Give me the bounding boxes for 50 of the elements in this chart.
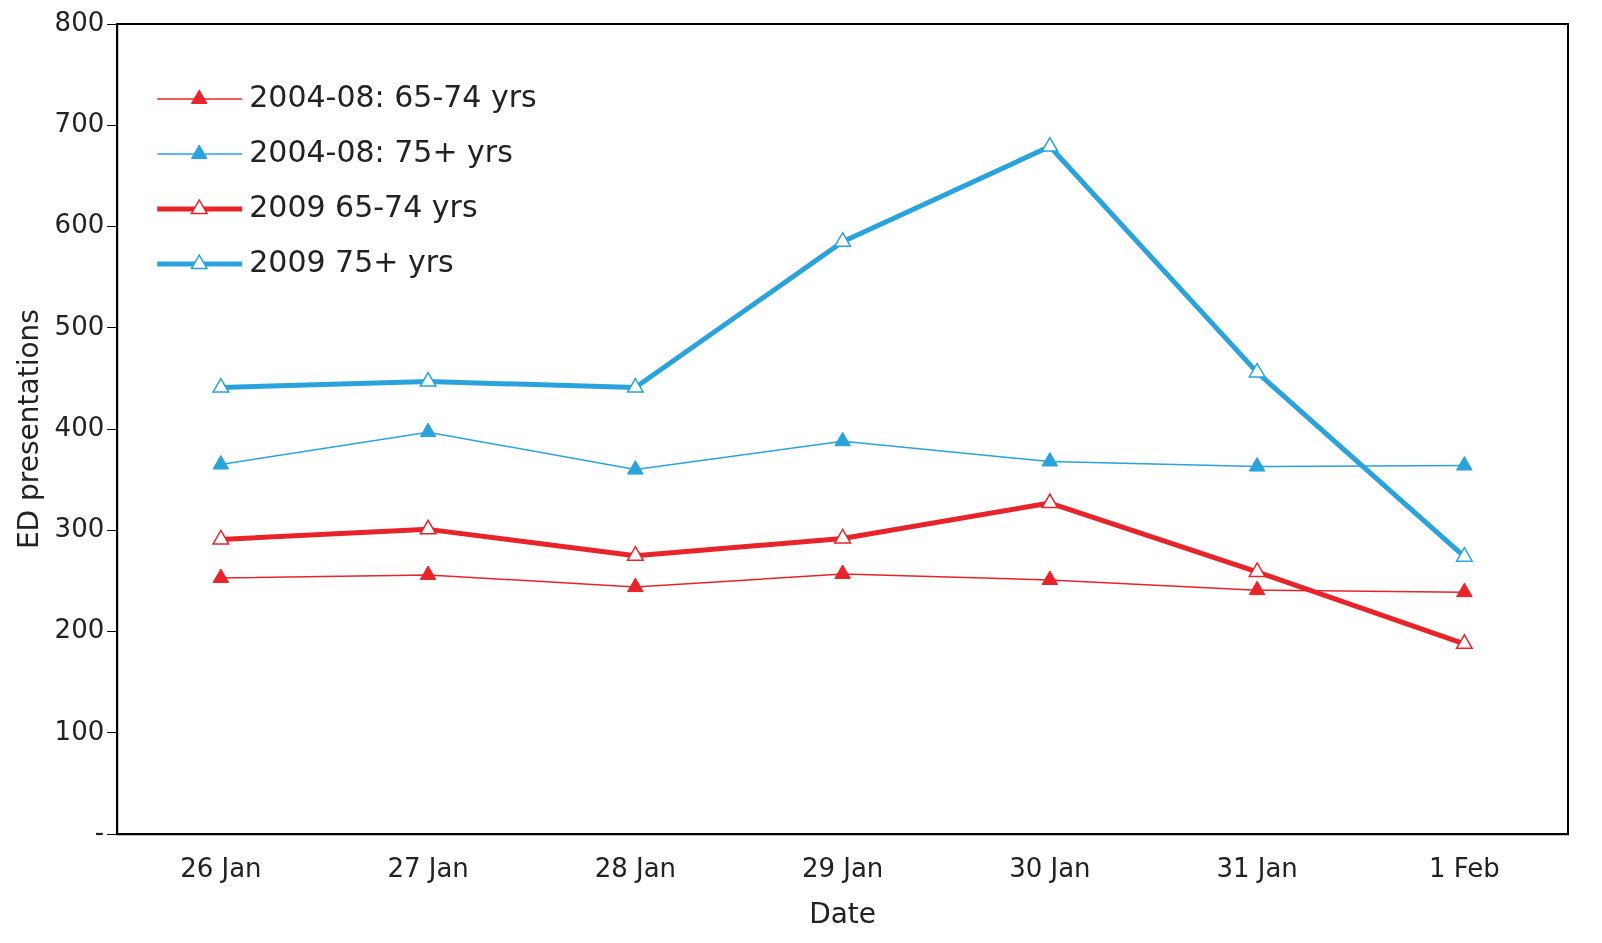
y-tick-label: 700 bbox=[54, 108, 105, 139]
legend-label: 2009 75+ yrs bbox=[249, 243, 454, 279]
point bbox=[212, 455, 230, 470]
y-tick-label: 100 bbox=[54, 715, 105, 746]
y-tick-label: 600 bbox=[54, 209, 105, 240]
point bbox=[834, 564, 851, 579]
point bbox=[1455, 634, 1473, 650]
point bbox=[419, 422, 437, 438]
y-tick-label: - bbox=[94, 816, 105, 847]
point bbox=[1248, 562, 1266, 578]
point bbox=[1248, 457, 1266, 472]
point bbox=[1456, 456, 1473, 471]
legend-label: 2004-08: 65-74 yrs bbox=[249, 78, 537, 114]
point bbox=[1041, 570, 1059, 585]
point bbox=[834, 528, 852, 544]
point bbox=[627, 577, 644, 593]
point bbox=[1248, 362, 1266, 378]
point bbox=[212, 377, 230, 393]
y-tick-label: 800 bbox=[54, 6, 105, 37]
legend-label: 2004-08: 75+ yrs bbox=[249, 133, 513, 169]
y-axis-title: ED presentations bbox=[12, 309, 46, 550]
y-tick-label: 500 bbox=[54, 310, 105, 341]
x-tick-label: 26 Jan bbox=[180, 852, 262, 883]
point bbox=[419, 565, 437, 580]
point bbox=[212, 568, 230, 583]
point bbox=[1456, 582, 1473, 598]
x-tick-label: 28 Jan bbox=[594, 852, 677, 883]
point bbox=[419, 371, 437, 387]
legend-label: 2009 65-74 yrs bbox=[249, 188, 478, 224]
point bbox=[834, 231, 852, 247]
point bbox=[1455, 546, 1473, 562]
x-tick-label: 27 Jan bbox=[387, 852, 469, 883]
point bbox=[1041, 493, 1059, 509]
x-tick-label: 30 Jan bbox=[1009, 852, 1091, 883]
point bbox=[212, 529, 230, 545]
point bbox=[419, 519, 437, 535]
point bbox=[626, 545, 644, 561]
x-tick-label: 1 Feb bbox=[1428, 852, 1500, 883]
x-tick-label: 31 Jan bbox=[1216, 852, 1298, 883]
point bbox=[834, 431, 851, 447]
point bbox=[1041, 136, 1059, 152]
point bbox=[1041, 452, 1059, 467]
x-axis-title: Date bbox=[809, 897, 877, 931]
point bbox=[626, 377, 644, 393]
x-tick-label: 29 Jan bbox=[801, 852, 884, 883]
point bbox=[1248, 580, 1266, 596]
y-tick-label: 200 bbox=[54, 614, 105, 645]
y-tick-label: 400 bbox=[54, 411, 105, 442]
y-tick-label: 300 bbox=[54, 513, 105, 544]
point bbox=[627, 460, 644, 475]
